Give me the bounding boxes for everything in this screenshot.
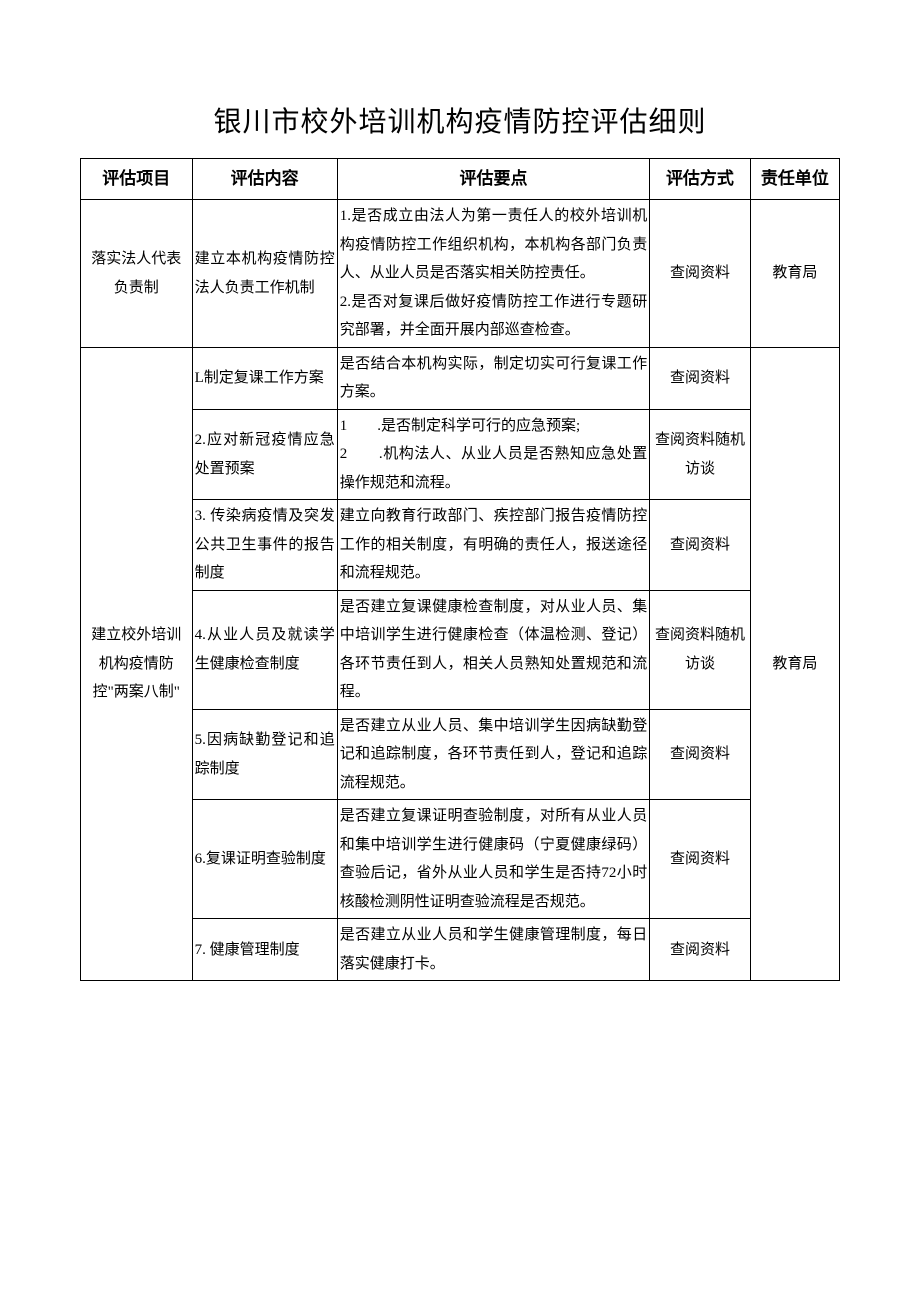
- cell-content: L制定复课工作方案: [192, 347, 337, 409]
- table-row: 3. 传染病疫情及突发公共卫生事件的报告制度 建立向教育行政部门、疾控部门报告疫…: [81, 500, 840, 591]
- cell-method: 查阅资料随机访谈: [650, 590, 750, 709]
- header-points: 评估要点: [337, 159, 650, 200]
- header-method: 评估方式: [650, 159, 750, 200]
- page-title: 银川市校外培训机构疫情防控评估细则: [80, 100, 840, 140]
- table-row: 7. 健康管理制度 是否建立从业人员和学生健康管理制度，每日落实健康打卡。 查阅…: [81, 919, 840, 981]
- table-row: 落实法人代表负责制 建立本机构疫情防控法人负责工作机制 1.是否成立由法人为第一…: [81, 200, 840, 348]
- cell-content: 4.从业人员及就读学生健康检查制度: [192, 590, 337, 709]
- header-project: 评估项目: [81, 159, 193, 200]
- evaluation-table: 评估项目 评估内容 评估要点 评估方式 责任单位 落实法人代表负责制 建立本机构…: [80, 158, 840, 981]
- table-row: 5.因病缺勤登记和追踪制度 是否建立从业人员、集中培训学生因病缺勤登记和追踪制度…: [81, 709, 840, 800]
- cell-points: 是否建立从业人员和学生健康管理制度，每日落实健康打卡。: [337, 919, 650, 981]
- cell-project: 落实法人代表负责制: [81, 200, 193, 348]
- cell-content: 5.因病缺勤登记和追踪制度: [192, 709, 337, 800]
- cell-content: 3. 传染病疫情及突发公共卫生事件的报告制度: [192, 500, 337, 591]
- cell-points: 是否结合本机构实际，制定切实可行复课工作方案。: [337, 347, 650, 409]
- cell-method: 查阅资料: [650, 347, 750, 409]
- table-row: 2.应对新冠疫情应急处置预案 1 .是否制定科学可行的应急预案;2 .机构法人、…: [81, 409, 840, 500]
- header-dept: 责任单位: [750, 159, 839, 200]
- cell-points: 建立向教育行政部门、疾控部门报告疫情防控工作的相关制度，有明确的责任人，报送途径…: [337, 500, 650, 591]
- cell-dept: 教育局: [750, 347, 839, 981]
- cell-points: 1.是否成立由法人为第一责任人的校外培训机构疫情防控工作组织机构，本机构各部门负…: [337, 200, 650, 348]
- cell-content: 建立本机构疫情防控法人负责工作机制: [192, 200, 337, 348]
- cell-method: 查阅资料: [650, 709, 750, 800]
- cell-method: 查阅资料: [650, 500, 750, 591]
- table-header-row: 评估项目 评估内容 评估要点 评估方式 责任单位: [81, 159, 840, 200]
- cell-method: 查阅资料: [650, 800, 750, 919]
- cell-method: 查阅资料: [650, 919, 750, 981]
- cell-points: 是否建立从业人员、集中培训学生因病缺勤登记和追踪制度，各环节责任到人，登记和追踪…: [337, 709, 650, 800]
- cell-content: 6.复课证明查验制度: [192, 800, 337, 919]
- cell-points: 1 .是否制定科学可行的应急预案;2 .机构法人、从业人员是否熟知应急处置操作规…: [337, 409, 650, 500]
- cell-content: 2.应对新冠疫情应急处置预案: [192, 409, 337, 500]
- cell-dept: 教育局: [750, 200, 839, 348]
- table-row: 建立校外培训机构疫情防控"两案八制" L制定复课工作方案 是否结合本机构实际，制…: [81, 347, 840, 409]
- table-row: 6.复课证明查验制度 是否建立复课证明查验制度，对所有从业人员和集中培训学生进行…: [81, 800, 840, 919]
- cell-content: 7. 健康管理制度: [192, 919, 337, 981]
- cell-points: 是否建立复课证明查验制度，对所有从业人员和集中培训学生进行健康码（宁夏健康绿码）…: [337, 800, 650, 919]
- cell-method: 查阅资料: [650, 200, 750, 348]
- cell-method: 查阅资料随机访谈: [650, 409, 750, 500]
- cell-points: 是否建立复课健康检查制度，对从业人员、集中培训学生进行健康检查（体温检测、登记）…: [337, 590, 650, 709]
- header-content: 评估内容: [192, 159, 337, 200]
- cell-project: 建立校外培训机构疫情防控"两案八制": [81, 347, 193, 981]
- table-row: 4.从业人员及就读学生健康检查制度 是否建立复课健康检查制度，对从业人员、集中培…: [81, 590, 840, 709]
